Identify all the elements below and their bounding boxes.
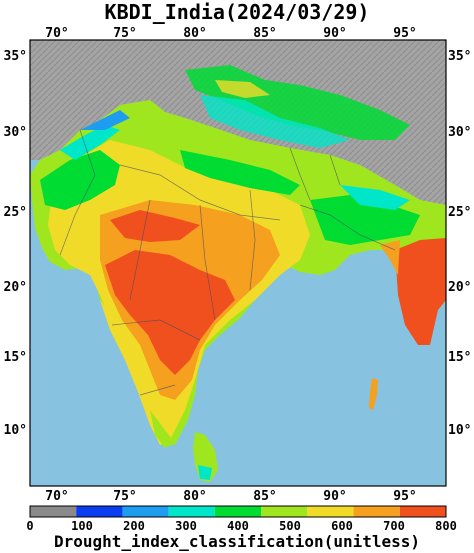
cbar-label-8: 800 — [435, 519, 457, 533]
lon-tick-bottom-3: 85° — [253, 489, 276, 504]
colorbar-border — [29, 505, 447, 518]
cbar-label-5: 500 — [279, 519, 301, 533]
lon-tick-bottom-5: 95° — [393, 489, 416, 504]
deccan-severe — [105, 250, 235, 375]
cbar-label-4: 400 — [227, 519, 249, 533]
colorbar-segment-8 — [399, 506, 446, 517]
colorbar-caption: Drought_index_classification(unitless) — [53, 532, 421, 551]
lat-tick-right-3: 20° — [448, 280, 471, 295]
myanmar-severe — [395, 238, 446, 345]
rajasthan-green — [40, 150, 120, 210]
colorbar-tick-labels: 0 100 200 300 400 500 600 700 800 — [26, 519, 456, 533]
lat-tick-right-2: 25° — [448, 205, 471, 220]
lat-tick-left-0: 35° — [4, 49, 27, 64]
map-title: KBDI_India(2024/03/29) — [104, 0, 370, 24]
cbar-label-1: 100 — [71, 519, 93, 533]
lat-tick-left-5: 10° — [4, 423, 27, 438]
lon-tick-bottom-0: 70° — [45, 489, 68, 504]
boundaries — [59, 129, 396, 396]
cbar-label-3: 300 — [175, 519, 197, 533]
lon-tick-top-0: 70° — [45, 26, 68, 41]
lat-tick-left-1: 30° — [4, 125, 27, 140]
cbar-label-6: 600 — [331, 519, 353, 533]
colorbar — [29, 505, 447, 518]
lat-tick-right-4: 15° — [448, 350, 471, 365]
lat-tick-right-0: 35° — [448, 49, 471, 64]
western-ghats-yellow — [100, 300, 170, 445]
lon-ticks-bottom: 70° 75° 80° 85° 90° 95° — [45, 489, 416, 504]
cbar-label-7: 700 — [383, 519, 405, 533]
lat-tick-right-1: 30° — [448, 125, 471, 140]
lon-tick-top-1: 75° — [113, 26, 136, 41]
lon-tick-top-2: 80° — [183, 26, 206, 41]
northwest-cyan — [60, 125, 120, 160]
lon-tick-bottom-2: 80° — [183, 489, 206, 504]
lat-ticks-left: 35° 30° 25° 20° 15° 10° — [4, 49, 27, 438]
plateau-yellow — [215, 80, 270, 98]
myanmar-moderate — [380, 240, 400, 275]
lon-tick-top-4: 90° — [323, 26, 346, 41]
lat-tick-left-3: 20° — [4, 280, 27, 295]
map-area — [30, 40, 446, 486]
kerala-green — [150, 410, 175, 448]
lat-tick-left-4: 15° — [4, 350, 27, 365]
lon-tick-top-3: 85° — [253, 26, 276, 41]
colorbar-segment-4 — [214, 506, 262, 517]
colorbar-segment-2 — [122, 506, 169, 517]
cbar-label-0: 0 — [26, 519, 33, 533]
lon-tick-bottom-1: 75° — [113, 489, 136, 504]
lon-tick-bottom-4: 90° — [323, 489, 346, 504]
cbar-label-2: 200 — [123, 519, 145, 533]
colorbar-segment-6 — [307, 506, 354, 517]
lat-ticks-right: 35° 30° 25° 20° 15° 10° — [448, 49, 471, 438]
colorbar-segment-3 — [168, 506, 215, 517]
colorbar-segment-0 — [30, 506, 77, 517]
lon-tick-top-5: 95° — [393, 26, 416, 41]
colorbar-segment-5 — [261, 506, 308, 517]
central-severe — [110, 210, 200, 242]
lon-ticks-top: 70° 75° 80° 85° 90° 95° — [45, 26, 416, 41]
map-frame — [29, 39, 447, 487]
lat-tick-right-5: 10° — [448, 423, 471, 438]
northeast-cyan — [340, 185, 410, 210]
colorbar-segment-1 — [76, 506, 123, 517]
colorbar-segment-7 — [353, 506, 400, 517]
sri-lanka-cyan — [198, 465, 212, 480]
pakistan-blue — [80, 110, 130, 130]
indogangetic-green — [180, 150, 300, 195]
lat-tick-left-2: 25° — [4, 205, 27, 220]
andaman-islands — [369, 378, 378, 410]
plateau-cyan — [200, 95, 350, 148]
